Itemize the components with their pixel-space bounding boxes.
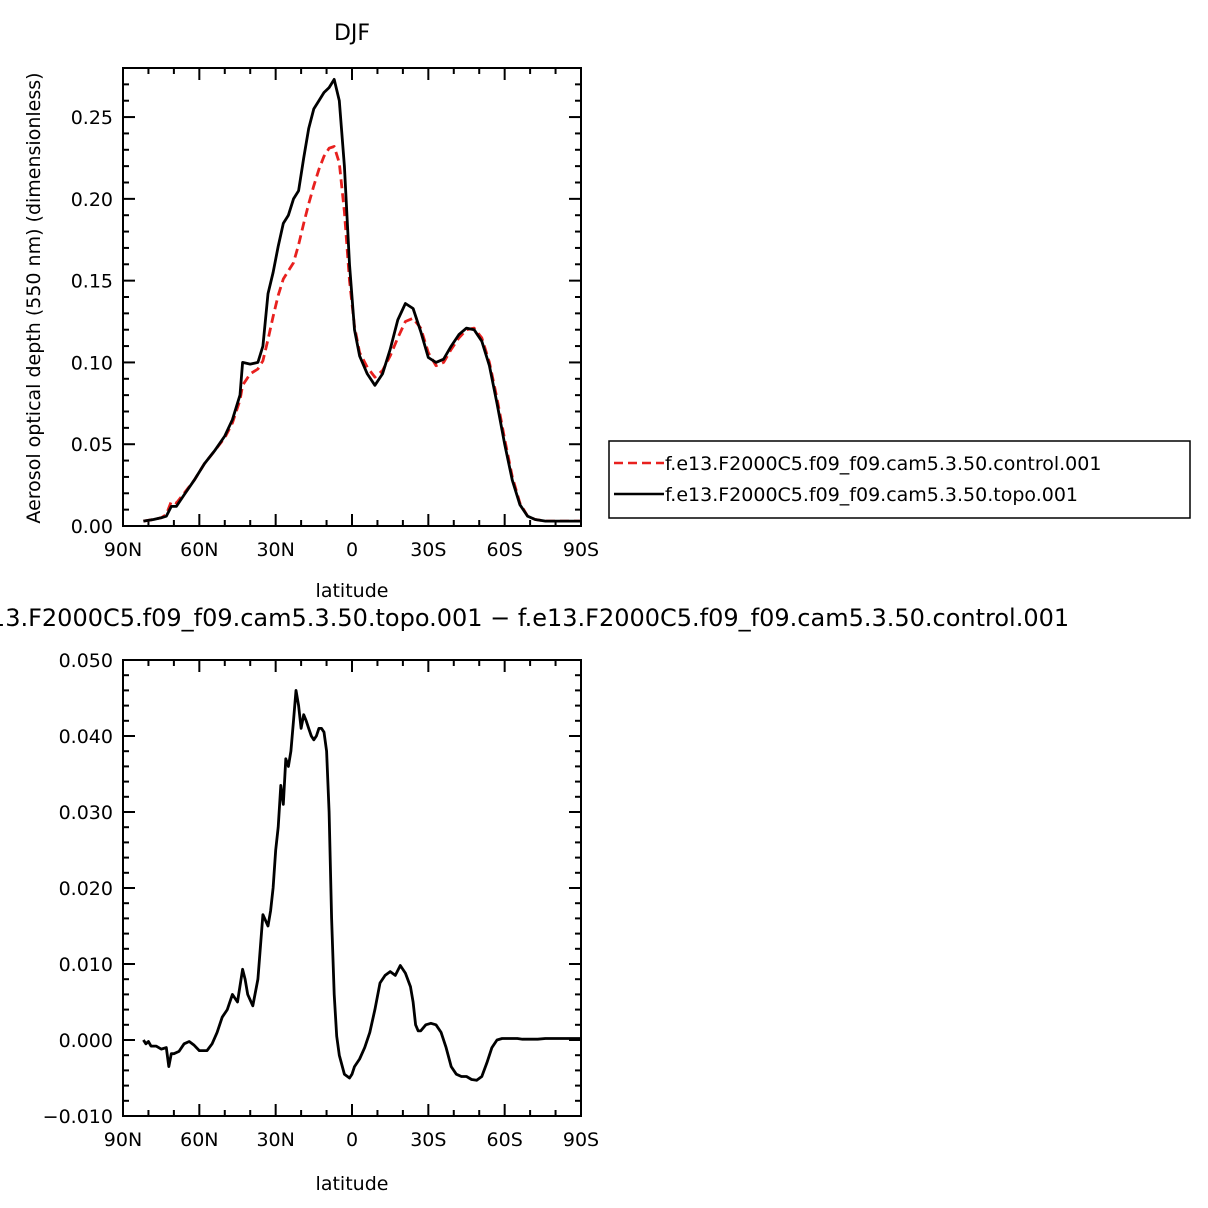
top-x-tick-label: 30S — [410, 539, 446, 561]
top-y-tick-label: 0.25 — [71, 107, 113, 129]
top-y-tick-label: 0.00 — [71, 516, 113, 538]
bottom-x-axis-label: latitude — [316, 1173, 389, 1195]
bottom-x-tick-label: 0 — [346, 1129, 358, 1151]
bottom-y-tick-label: 0.030 — [59, 802, 113, 824]
bottom-series-line-0 — [142, 689, 581, 1082]
bottom-y-tick-label: 0.050 — [59, 650, 113, 672]
bottom-x-tick-label: 60N — [180, 1129, 218, 1151]
bottom-y-tick-label: 0.020 — [59, 878, 113, 900]
top-x-tick-label: 0 — [346, 539, 358, 561]
bottom-x-tick-label: 30N — [256, 1129, 294, 1151]
top-x-tick-label: 60N — [180, 539, 218, 561]
panel-top: DJF latitude Aerosol optical depth (550 … — [23, 21, 599, 602]
legend-box — [608, 440, 1191, 519]
bottom-x-tick-label: 60S — [487, 1129, 523, 1151]
top-y-tick-label: 0.10 — [71, 352, 113, 374]
bottom-y-tick-label: 0.010 — [59, 954, 113, 976]
legend-label-topo: f.e13.F2000C5.f09_f09.cam5.3.50.topo.001 — [665, 484, 1078, 506]
top-chart-title: DJF — [334, 21, 370, 46]
legend: f.e13.F2000C5.f09_f09.cam5.3.50.control.… — [608, 440, 1191, 519]
bottom-y-tick-label: −0.010 — [43, 1106, 113, 1128]
top-x-axis-label: latitude — [316, 580, 389, 602]
top-y-tick-label: 0.20 — [71, 189, 113, 211]
top-series-line-1 — [143, 78, 581, 523]
top-x-tick-label: 90N — [104, 539, 142, 561]
top-x-tick-label: 30N — [256, 539, 294, 561]
top-x-tick-label: 60S — [487, 539, 523, 561]
bottom-x-tick-label: 90S — [563, 1129, 599, 1151]
panel-bottom: f.e13.F2000C5.f09_f09.cam5.3.50.topo.001… — [0, 604, 1069, 1195]
bottom-y-tick-label: 0.000 — [59, 1030, 113, 1052]
bottom-y-tick-label: 0.040 — [59, 726, 113, 748]
bottom-x-tick-label: 90N — [104, 1129, 142, 1151]
top-x-tick-label: 90S — [563, 539, 599, 561]
legend-label-control: f.e13.F2000C5.f09_f09.cam5.3.50.control.… — [665, 453, 1101, 475]
top-y-tick-label: 0.05 — [71, 434, 113, 456]
top-y-tick-label: 0.15 — [71, 271, 113, 293]
bottom-chart-title: f.e13.F2000C5.f09_f09.cam5.3.50.topo.001… — [0, 604, 1069, 632]
top-y-axis-label: Aerosol optical depth (550 nm) (dimensio… — [23, 72, 45, 523]
bottom-x-tick-label: 30S — [410, 1129, 446, 1151]
